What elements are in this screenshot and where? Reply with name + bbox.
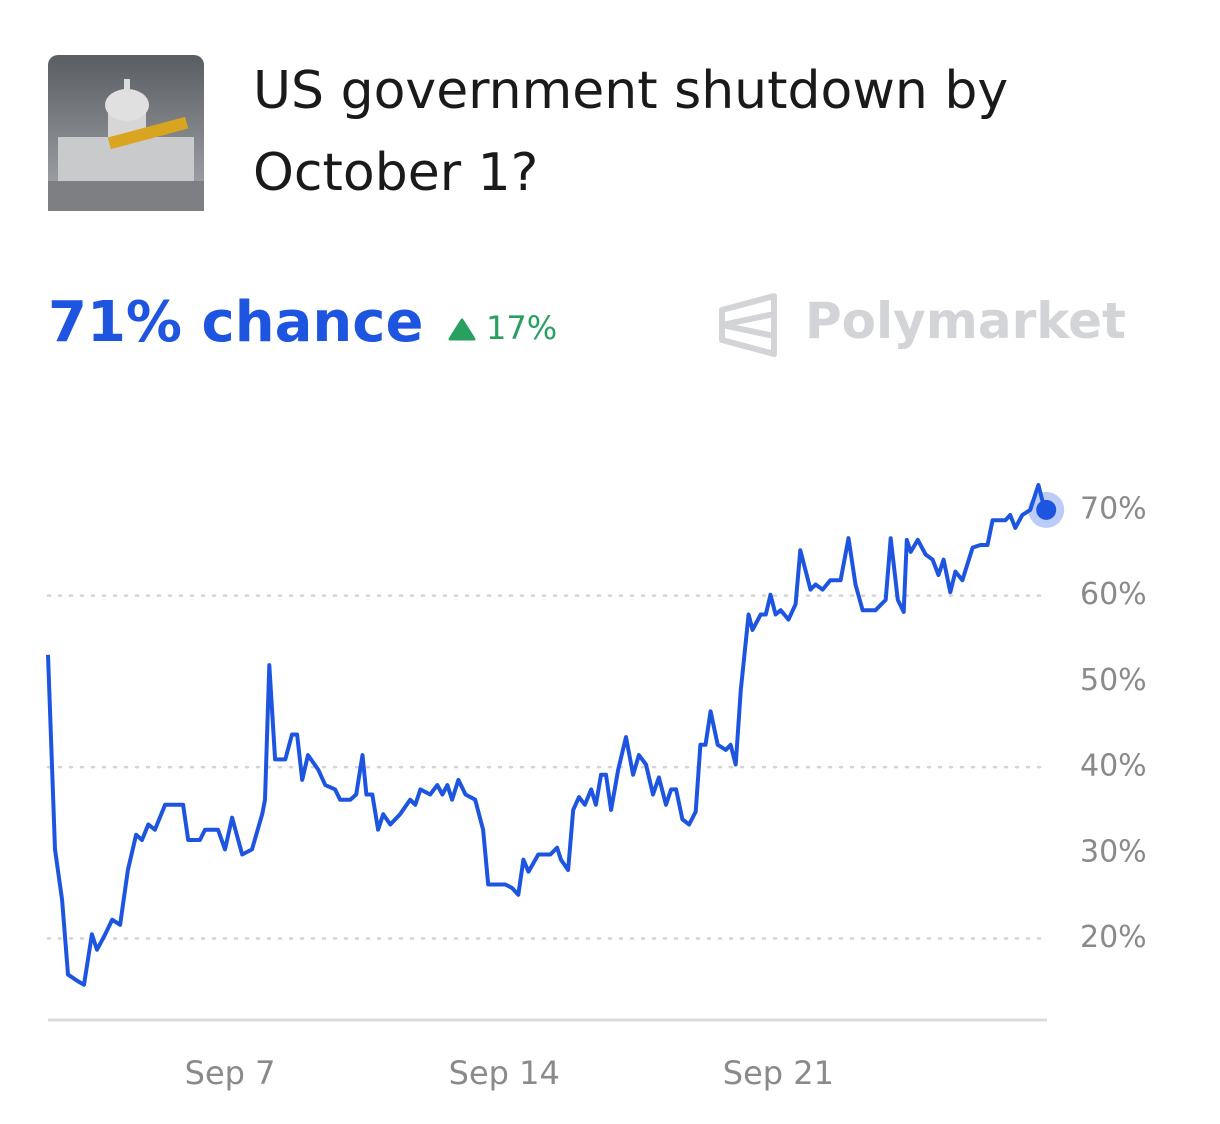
y-tick-label: 60% <box>1080 577 1147 612</box>
up-arrow <box>448 318 476 341</box>
market-title: US government shutdown by October 1? <box>253 61 1009 203</box>
y-tick-label: 50% <box>1080 663 1147 698</box>
price-line <box>46 483 1049 987</box>
change-label: 17% <box>486 309 558 347</box>
y-tick-label: 70% <box>1080 491 1147 526</box>
x-tick-label: Sep 14 <box>449 1054 560 1092</box>
x-tick-label: Sep 7 <box>185 1054 276 1092</box>
chance-label: 71% chance <box>48 290 424 355</box>
x-tick-label: Sep 21 <box>723 1054 834 1092</box>
brand-name: Polymarket <box>805 292 1126 350</box>
y-tick-label: 30% <box>1080 834 1147 869</box>
y-tick-label: 20% <box>1080 920 1147 955</box>
thumbnail <box>48 55 204 211</box>
brand-logo <box>719 293 777 357</box>
y-tick-label: 40% <box>1080 749 1147 784</box>
end-point <box>1036 499 1057 520</box>
